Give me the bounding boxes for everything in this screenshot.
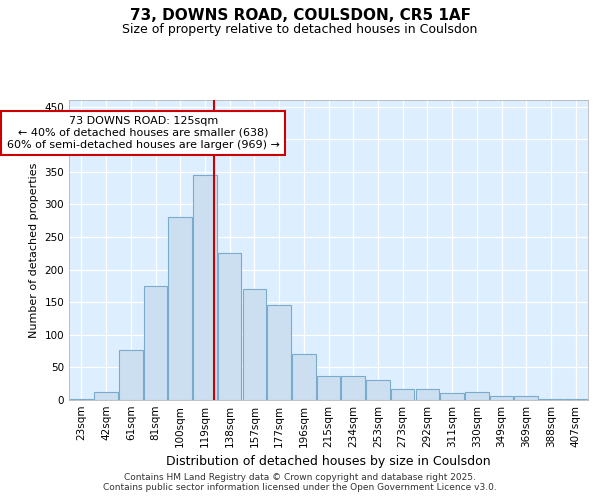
Bar [218, 254, 241, 400]
Text: Contains HM Land Registry data © Crown copyright and database right 2025.
Contai: Contains HM Land Registry data © Crown c… [103, 473, 497, 492]
Y-axis label: Number of detached properties: Number of detached properties [29, 162, 39, 338]
Text: Size of property relative to detached houses in Coulsdon: Size of property relative to detached ho… [122, 22, 478, 36]
Bar [366, 380, 389, 400]
Bar [490, 396, 513, 400]
Bar [440, 393, 464, 400]
Bar [292, 354, 316, 400]
Bar [317, 376, 340, 400]
Bar [416, 389, 439, 400]
Bar [193, 175, 217, 400]
Bar [465, 392, 488, 400]
Bar [391, 389, 415, 400]
Bar [169, 218, 192, 400]
Text: 73, DOWNS ROAD, COULSDON, CR5 1AF: 73, DOWNS ROAD, COULSDON, CR5 1AF [130, 8, 470, 22]
Bar [144, 286, 167, 400]
Bar [242, 289, 266, 400]
X-axis label: Distribution of detached houses by size in Coulsdon: Distribution of detached houses by size … [166, 456, 491, 468]
Bar [341, 376, 365, 400]
Bar [268, 306, 291, 400]
Bar [119, 350, 143, 400]
Text: 73 DOWNS ROAD: 125sqm
← 40% of detached houses are smaller (638)
60% of semi-det: 73 DOWNS ROAD: 125sqm ← 40% of detached … [7, 116, 280, 150]
Bar [70, 398, 93, 400]
Bar [94, 392, 118, 400]
Bar [514, 396, 538, 400]
